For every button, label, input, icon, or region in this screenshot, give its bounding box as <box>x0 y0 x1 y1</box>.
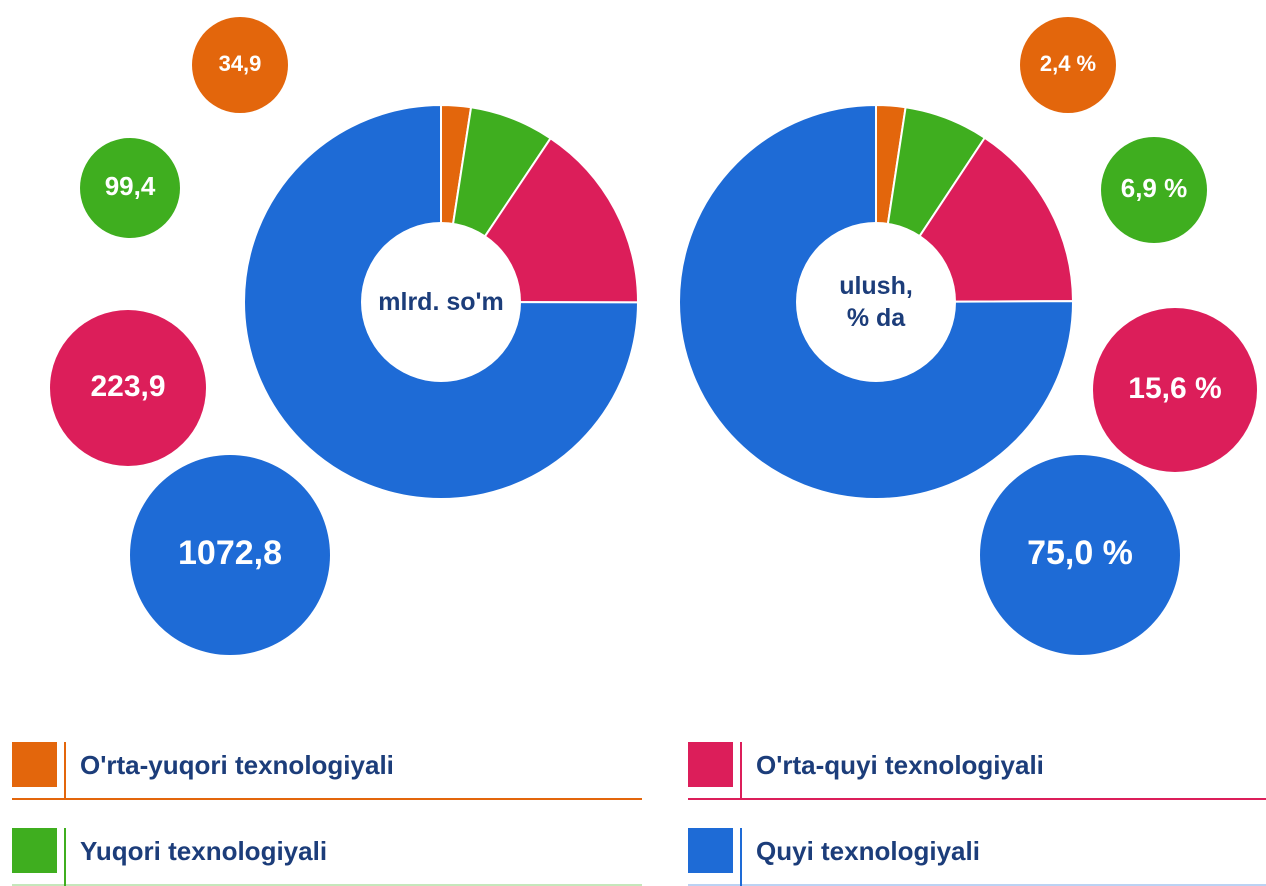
center-label: mlrd. so'm <box>378 288 504 316</box>
value-bubble <box>80 138 180 238</box>
legend-divider <box>740 742 742 800</box>
legend-swatch <box>688 828 733 873</box>
value-bubble <box>192 17 288 113</box>
legend-item: O'rta-yuqori texnologiyali <box>12 742 642 800</box>
legend-label: Quyi texnologiyali <box>756 836 980 866</box>
donut-hole <box>796 222 956 382</box>
center-label: ulush, % da <box>839 272 913 332</box>
legend-underline <box>12 798 642 800</box>
legend-swatch <box>12 742 57 787</box>
pie-slice <box>678 103 1075 500</box>
value-label: 34,9 <box>219 51 262 76</box>
value-bubble <box>1093 308 1257 472</box>
pie-slice <box>243 103 640 500</box>
value-bubble <box>130 455 330 655</box>
legend-swatch <box>688 742 733 787</box>
legend-label: Yuqori texnologiyali <box>80 836 328 866</box>
legend-item: Yuqori texnologiyali <box>12 828 642 886</box>
value-bubble <box>1101 137 1207 243</box>
legend-divider <box>64 742 66 800</box>
legend-swatch <box>12 828 57 873</box>
value-bubble <box>50 310 206 466</box>
value-label: 2,4 % <box>1040 51 1096 76</box>
legend-divider <box>740 828 742 886</box>
value-label: 6,9 % <box>1121 173 1188 203</box>
value-bubble <box>1020 17 1116 113</box>
legend-item: O'rta-quyi texnologiyali <box>688 742 1266 800</box>
value-label: 99,4 <box>105 171 156 201</box>
value-label: 75,0 % <box>1027 534 1133 572</box>
legend-label: O'rta-quyi texnologiyali <box>756 750 1044 780</box>
legend-item: Quyi texnologiyali <box>688 828 1266 886</box>
value-label: 15,6 % <box>1128 372 1221 405</box>
legend-label: O'rta-yuqori texnologiyali <box>80 750 394 780</box>
legend-underline <box>688 798 1266 800</box>
donut-hole <box>361 222 521 382</box>
legend-divider <box>64 828 66 886</box>
value-bubble <box>980 455 1180 655</box>
value-label: 1072,8 <box>178 534 282 572</box>
charts: 34,9 99,4 223,9 1072,8 2,4 % 6,9 % 15,6 % 75,0 … <box>50 17 1257 655</box>
value-label: 223,9 <box>90 370 165 403</box>
